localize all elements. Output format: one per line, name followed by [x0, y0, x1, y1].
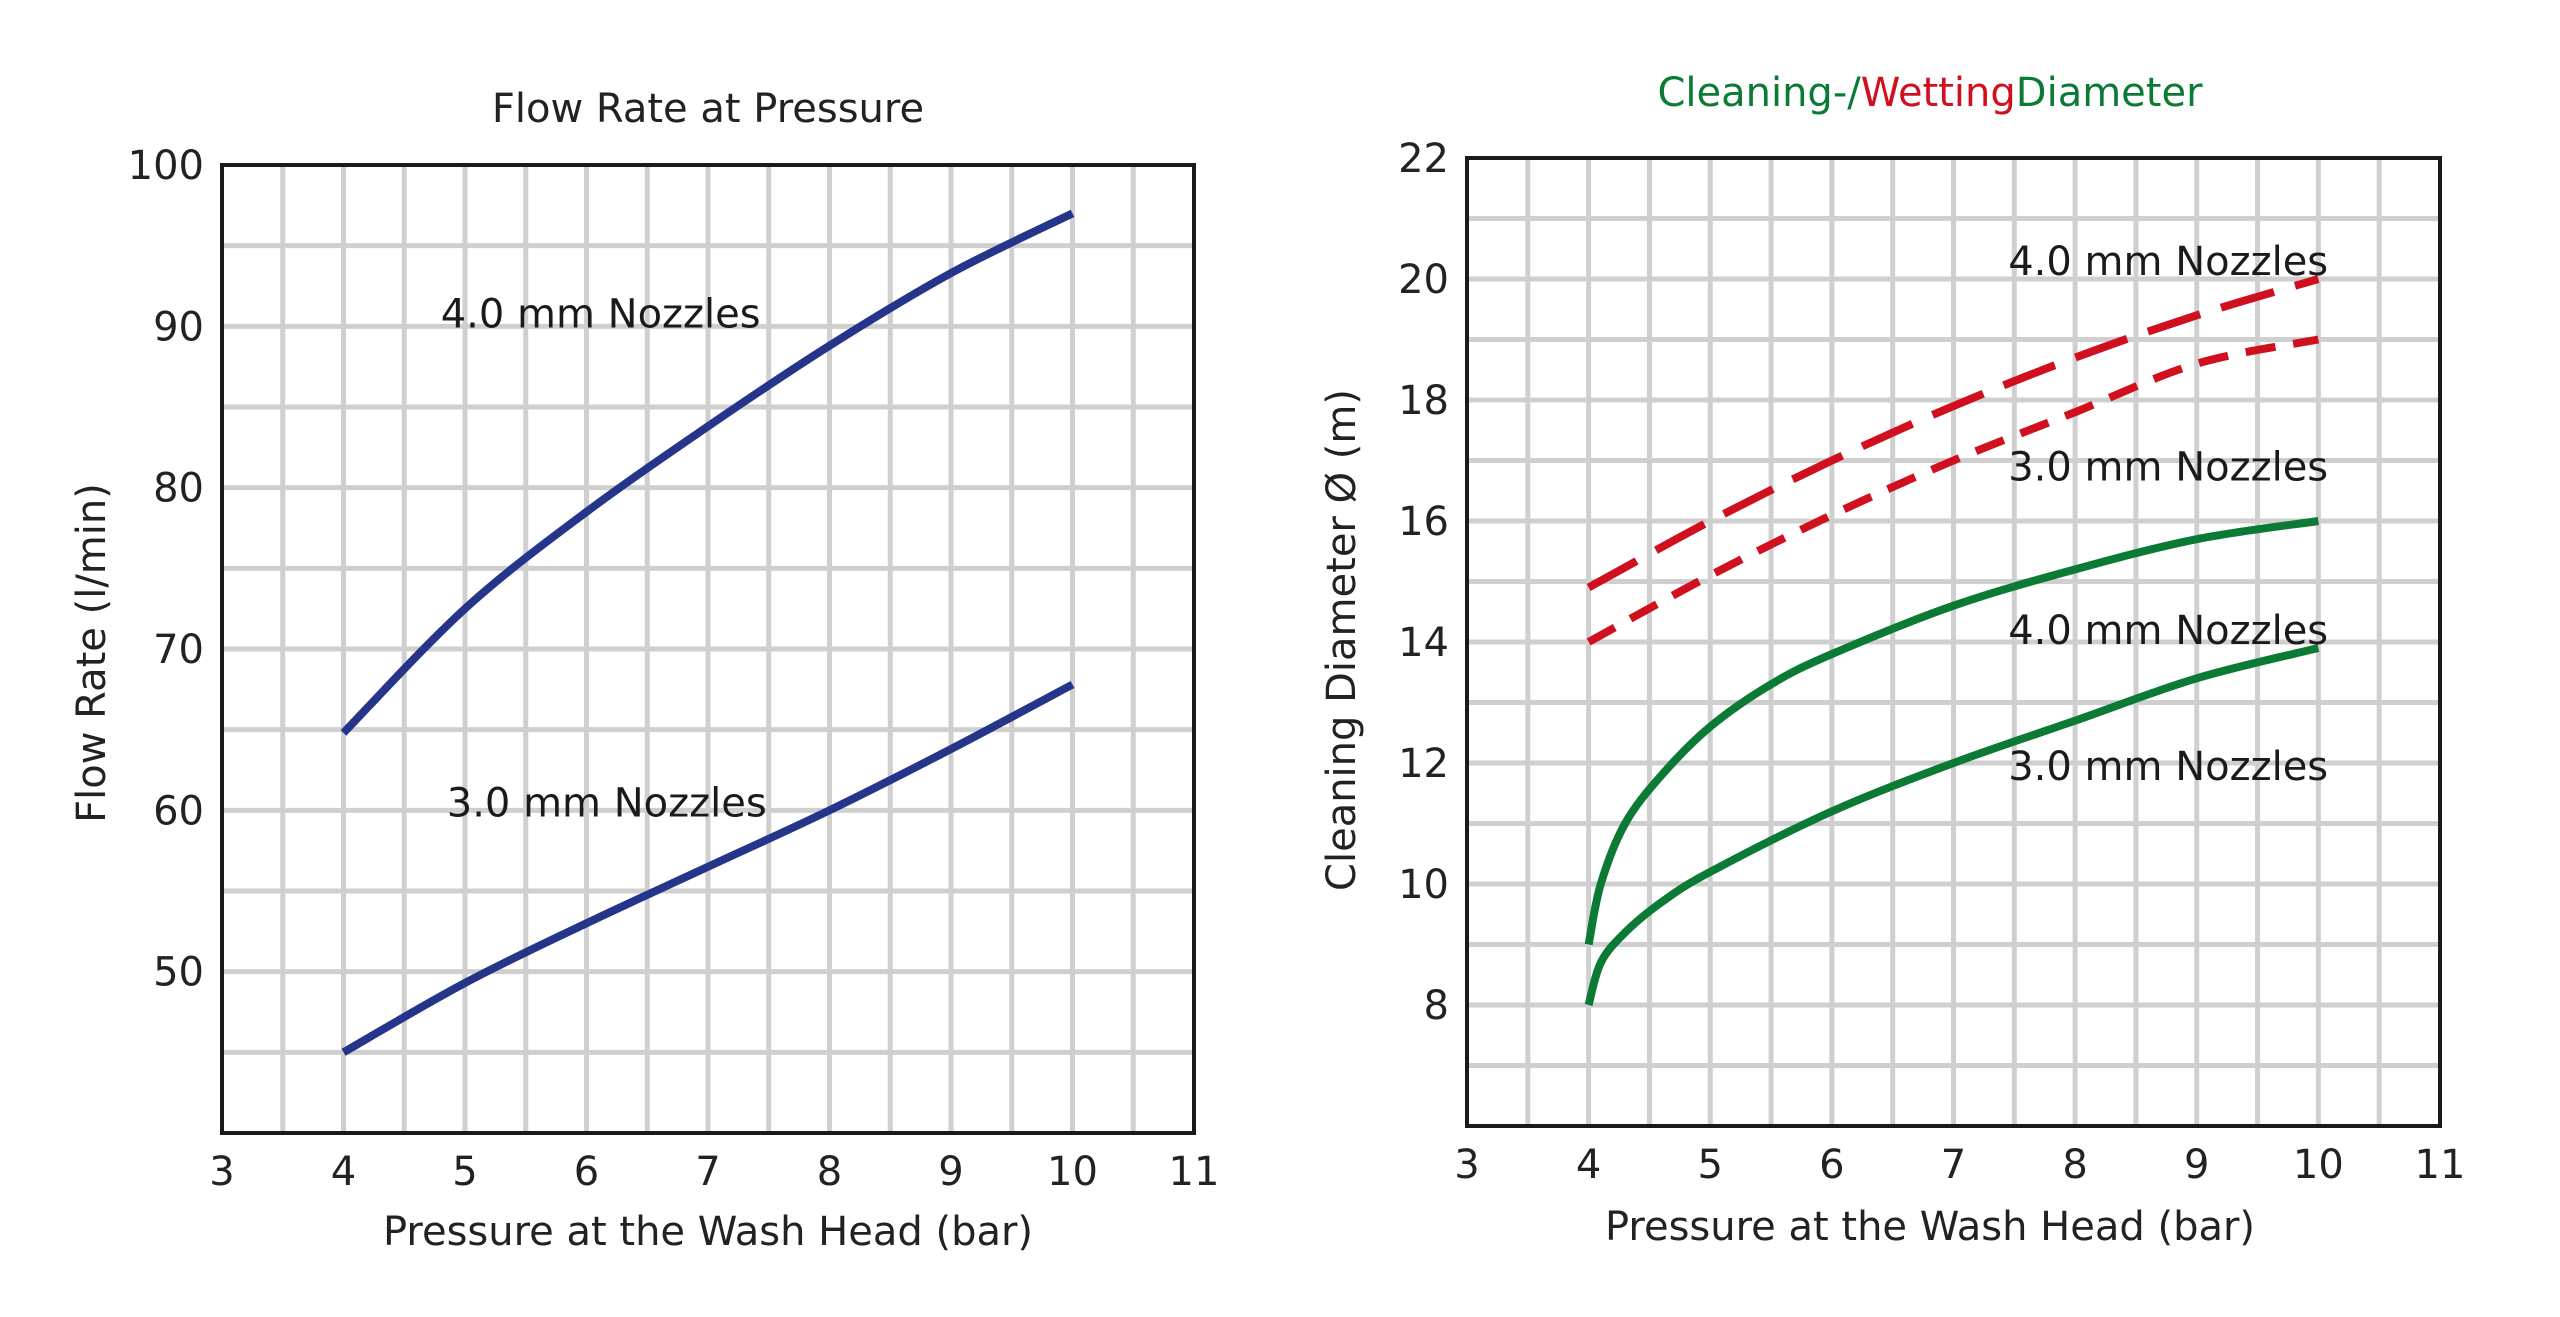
x-tick-labels: 3 4 5 6 7 8 9 10 11 — [209, 1149, 1219, 1195]
y-tick-labels: 8 10 12 14 16 18 20 22 — [1398, 136, 1449, 1029]
x-tick-label: 4 — [331, 1149, 356, 1195]
series-line-3-0-mm-nozzles-solid — [1584, 644, 2320, 1007]
chart-title: Cleaning-/WettingDiameter — [1657, 70, 2203, 116]
annotations: 4.0 mm Nozzles 3.0 mm Nozzles — [441, 291, 767, 826]
series-line-3-0-mm-nozzles-solid — [341, 680, 1075, 1056]
x-tick-label: 7 — [695, 1149, 720, 1195]
y-axis-label: Flow Rate (l/min) — [69, 483, 115, 823]
title-part-diameter: Diameter — [2016, 70, 2203, 116]
series-layer — [340, 209, 1075, 1056]
series-annotation: 4.0 mm Nozzles — [2008, 239, 2328, 285]
series-annotation: 4.0 mm Nozzles — [2008, 608, 2328, 654]
title-part-cleaning: Cleaning-/ — [1657, 70, 1861, 116]
grid — [1467, 158, 2440, 1126]
y-axis-label: Cleaning Diameter Ø (m) — [1319, 389, 1365, 891]
series-line-4-0-mm-nozzles-solid — [1584, 517, 2319, 946]
plot-frame — [1465, 156, 2442, 1128]
y-tick-label: 8 — [1424, 983, 1449, 1029]
y-tick-label: 90 — [153, 304, 204, 350]
x-tick-label: 5 — [1698, 1142, 1723, 1188]
x-tick-label: 4 — [1576, 1142, 1601, 1188]
title-part-wetting: Wetting — [1861, 70, 2016, 116]
series-annotation: 4.0 mm Nozzles — [441, 291, 761, 337]
annotations: 4.0 mm Nozzles 3.0 mm Nozzles 4.0 mm Nozzl… — [2008, 239, 2328, 790]
x-tick-label: 10 — [1047, 1149, 1098, 1195]
x-axis-label: Pressure at the Wash Head (bar) — [383, 1209, 1033, 1255]
series-annotation: 3.0 mm Nozzles — [2008, 445, 2328, 491]
x-tick-label: 3 — [209, 1149, 234, 1195]
y-tick-label: 10 — [1398, 862, 1449, 908]
y-tick-label: 50 — [153, 950, 204, 996]
x-tick-label: 3 — [1454, 1142, 1479, 1188]
x-tick-label: 7 — [1941, 1142, 1966, 1188]
x-tick-label: 11 — [1169, 1149, 1220, 1195]
x-axis-label: Pressure at the Wash Head (bar) — [1605, 1204, 2255, 1250]
series-line-3-0-mm-nozzles-short-dash — [1586, 335, 2320, 646]
y-tick-label: 70 — [153, 627, 204, 673]
x-tick-label: 11 — [2415, 1142, 2466, 1188]
series-line-4-0-mm-nozzles-long-dash — [1586, 275, 2320, 592]
x-tick-labels: 3 4 5 6 7 8 9 10 11 — [1454, 1142, 2465, 1188]
x-tick-label: 8 — [817, 1149, 842, 1195]
y-tick-label: 18 — [1398, 378, 1449, 424]
x-tick-label: 5 — [452, 1149, 477, 1195]
plot-frame — [220, 163, 1196, 1135]
x-tick-label: 9 — [938, 1149, 963, 1195]
grid — [222, 165, 1194, 1133]
y-tick-label: 12 — [1398, 741, 1449, 787]
cleaning-diameter-chart: Cleaning-/WettingDiameter 3 4 5 6 7 8 9 10 11 8 1… — [1319, 70, 2465, 1250]
chart-title: Flow Rate at Pressure — [492, 86, 924, 132]
series-annotation: 3.0 mm Nozzles — [447, 780, 767, 826]
y-tick-label: 20 — [1398, 257, 1449, 303]
flow-rate-chart: Flow Rate at Pressure 3 4 5 6 7 8 9 10 11 50 60 70… — [69, 86, 1219, 1255]
y-tick-label: 60 — [153, 788, 204, 834]
y-tick-label: 22 — [1398, 136, 1449, 182]
y-tick-label: 80 — [153, 466, 204, 512]
y-tick-label: 100 — [128, 143, 204, 189]
y-tick-labels: 50 60 70 80 90 100 — [128, 143, 204, 996]
series-annotation: 3.0 mm Nozzles — [2008, 744, 2328, 790]
x-tick-label: 6 — [1819, 1142, 1844, 1188]
y-tick-label: 16 — [1398, 499, 1449, 545]
y-tick-label: 14 — [1398, 620, 1449, 666]
x-tick-label: 10 — [2293, 1142, 2344, 1188]
x-tick-label: 9 — [2184, 1142, 2209, 1188]
x-tick-label: 8 — [2062, 1142, 2087, 1188]
series-line-4-0-mm-nozzles-solid — [340, 209, 1075, 736]
series-layer — [1584, 275, 2320, 1007]
x-tick-label: 6 — [574, 1149, 599, 1195]
